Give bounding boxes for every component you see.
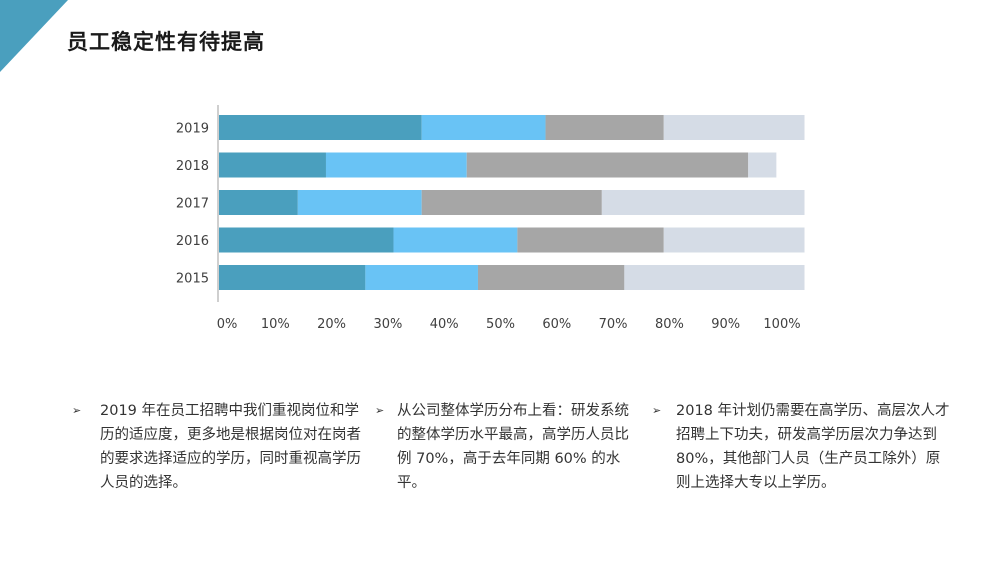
note-1-text: 2019 年在员工招聘中我们重视岗位和学历的适应度，更多地是根据岗位对在岗者的要… bbox=[100, 403, 361, 491]
bar-segment-2017-1 bbox=[219, 190, 298, 215]
bar-segment-2018-2 bbox=[325, 152, 467, 178]
bar-segment-2016-1 bbox=[219, 227, 394, 253]
x-tick-label: 20% bbox=[317, 317, 346, 332]
note-1: ➢ 2019 年在员工招聘中我们重视岗位和学历的适应度，更多地是根据岗位对在岗者… bbox=[72, 399, 362, 495]
bar-segment-2018-1 bbox=[219, 152, 326, 178]
note-3-text: 2018 年计划仍需要在高学历、高层次人才招聘上下功夫，研发高学历层次力争达到 … bbox=[676, 403, 950, 491]
x-tick-label: 70% bbox=[599, 317, 628, 332]
x-tick-label: 50% bbox=[486, 317, 515, 332]
note-2: ➢ 从公司整体学历分布上看：研发系统的整体学历水平最高，高学历人员比例 70%，… bbox=[375, 399, 637, 495]
bar-segment-2019-1 bbox=[219, 115, 422, 140]
bar-segment-2017-2 bbox=[297, 190, 422, 215]
bar-segment-2015-4 bbox=[624, 265, 805, 290]
x-tick-label: 60% bbox=[542, 317, 571, 332]
corner-accent bbox=[0, 0, 68, 72]
y-tick-label: 2017 bbox=[176, 197, 209, 212]
x-tick-label: 100% bbox=[763, 317, 800, 332]
bar-segment-2017-3 bbox=[421, 190, 602, 215]
bar-segment-2015-2 bbox=[365, 265, 478, 290]
bar-segment-2016-3 bbox=[517, 227, 664, 253]
bar-segment-2019-3 bbox=[545, 115, 664, 140]
x-tick-label: 90% bbox=[711, 317, 740, 332]
note-2-text: 从公司整体学历分布上看：研发系统的整体学历水平最高，高学历人员比例 70%，高于… bbox=[397, 403, 629, 491]
y-tick-label: 2016 bbox=[176, 234, 209, 249]
x-tick-label: 10% bbox=[261, 317, 290, 332]
bar-segment-2017-4 bbox=[601, 190, 805, 215]
x-tick-label: 40% bbox=[430, 317, 459, 332]
x-tick-label: 0% bbox=[217, 317, 238, 332]
stacked-bar-chart: 2019 2018 2017 2016 2015 0% 10% 20% 30% 40% 50% 60%… bbox=[176, 105, 805, 332]
page-title: 员工稳定性有待提高 bbox=[67, 30, 265, 54]
bar-segment-2015-3 bbox=[477, 265, 625, 290]
bar-segment-2016-4 bbox=[663, 227, 805, 253]
y-tick-label: 2019 bbox=[176, 122, 209, 137]
bar-segment-2019-4 bbox=[663, 115, 805, 140]
bar-segment-2016-2 bbox=[393, 227, 518, 253]
arrow-bullet-icon: ➢ bbox=[652, 404, 662, 417]
bar-segment-2018-4 bbox=[748, 152, 777, 178]
x-tick-label: 30% bbox=[373, 317, 402, 332]
y-tick-label: 2018 bbox=[176, 159, 209, 174]
bar-segment-2015-1 bbox=[219, 265, 366, 290]
note-3: ➢ 2018 年计划仍需要在高学历、高层次人才招聘上下功夫，研发高学历层次力争达… bbox=[652, 399, 952, 495]
bar-segment-2019-2 bbox=[421, 115, 546, 140]
bar-segment-2018-3 bbox=[466, 152, 749, 178]
arrow-bullet-icon: ➢ bbox=[72, 404, 82, 417]
x-tick-label: 80% bbox=[655, 317, 684, 332]
y-tick-label: 2015 bbox=[176, 272, 209, 287]
arrow-bullet-icon: ➢ bbox=[375, 404, 385, 417]
